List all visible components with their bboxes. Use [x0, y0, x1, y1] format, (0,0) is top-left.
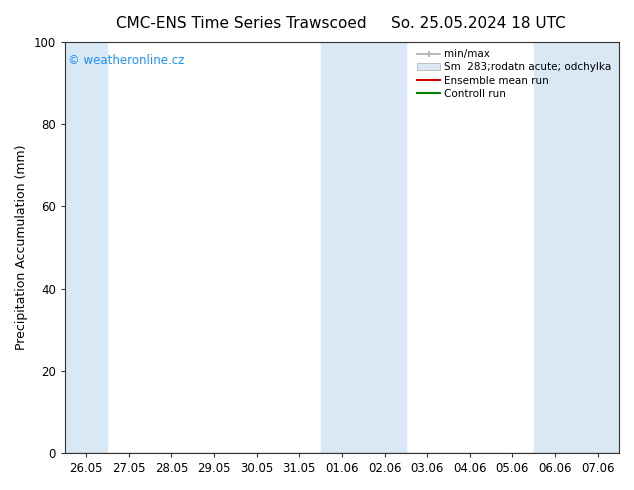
Y-axis label: Precipitation Accumulation (mm): Precipitation Accumulation (mm): [15, 145, 28, 350]
Legend: min/max, Sm  283;rodatn acute; odchylka, Ensemble mean run, Controll run: min/max, Sm 283;rodatn acute; odchylka, …: [415, 47, 614, 101]
Text: So. 25.05.2024 18 UTC: So. 25.05.2024 18 UTC: [391, 16, 566, 31]
Bar: [534, 42, 619, 453]
Bar: [321, 42, 406, 453]
Bar: [65, 42, 107, 453]
Text: © weatheronline.cz: © weatheronline.cz: [68, 54, 184, 68]
Text: CMC-ENS Time Series Trawscoed: CMC-ENS Time Series Trawscoed: [115, 16, 366, 31]
